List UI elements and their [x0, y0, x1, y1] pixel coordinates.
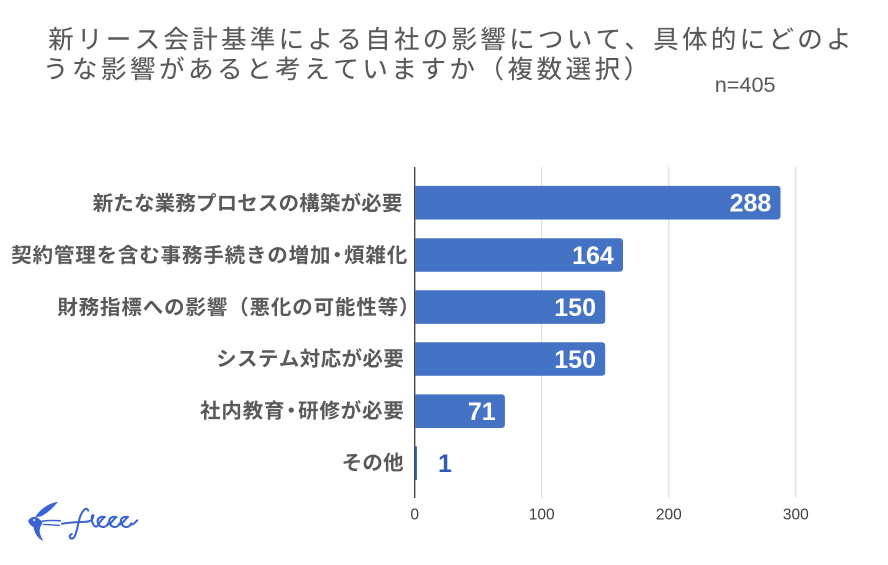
svg-text:150: 150 [554, 346, 596, 374]
svg-text:0: 0 [410, 507, 419, 524]
svg-text:150: 150 [554, 294, 596, 322]
svg-text:100: 100 [529, 507, 555, 524]
svg-text:164: 164 [572, 242, 614, 270]
svg-text:1: 1 [438, 450, 452, 478]
svg-text:200: 200 [656, 507, 682, 524]
svg-text:288: 288 [730, 190, 772, 218]
svg-text:300: 300 [783, 507, 809, 524]
svg-text:n=405: n=405 [715, 72, 776, 97]
svg-text:71: 71 [468, 398, 496, 426]
